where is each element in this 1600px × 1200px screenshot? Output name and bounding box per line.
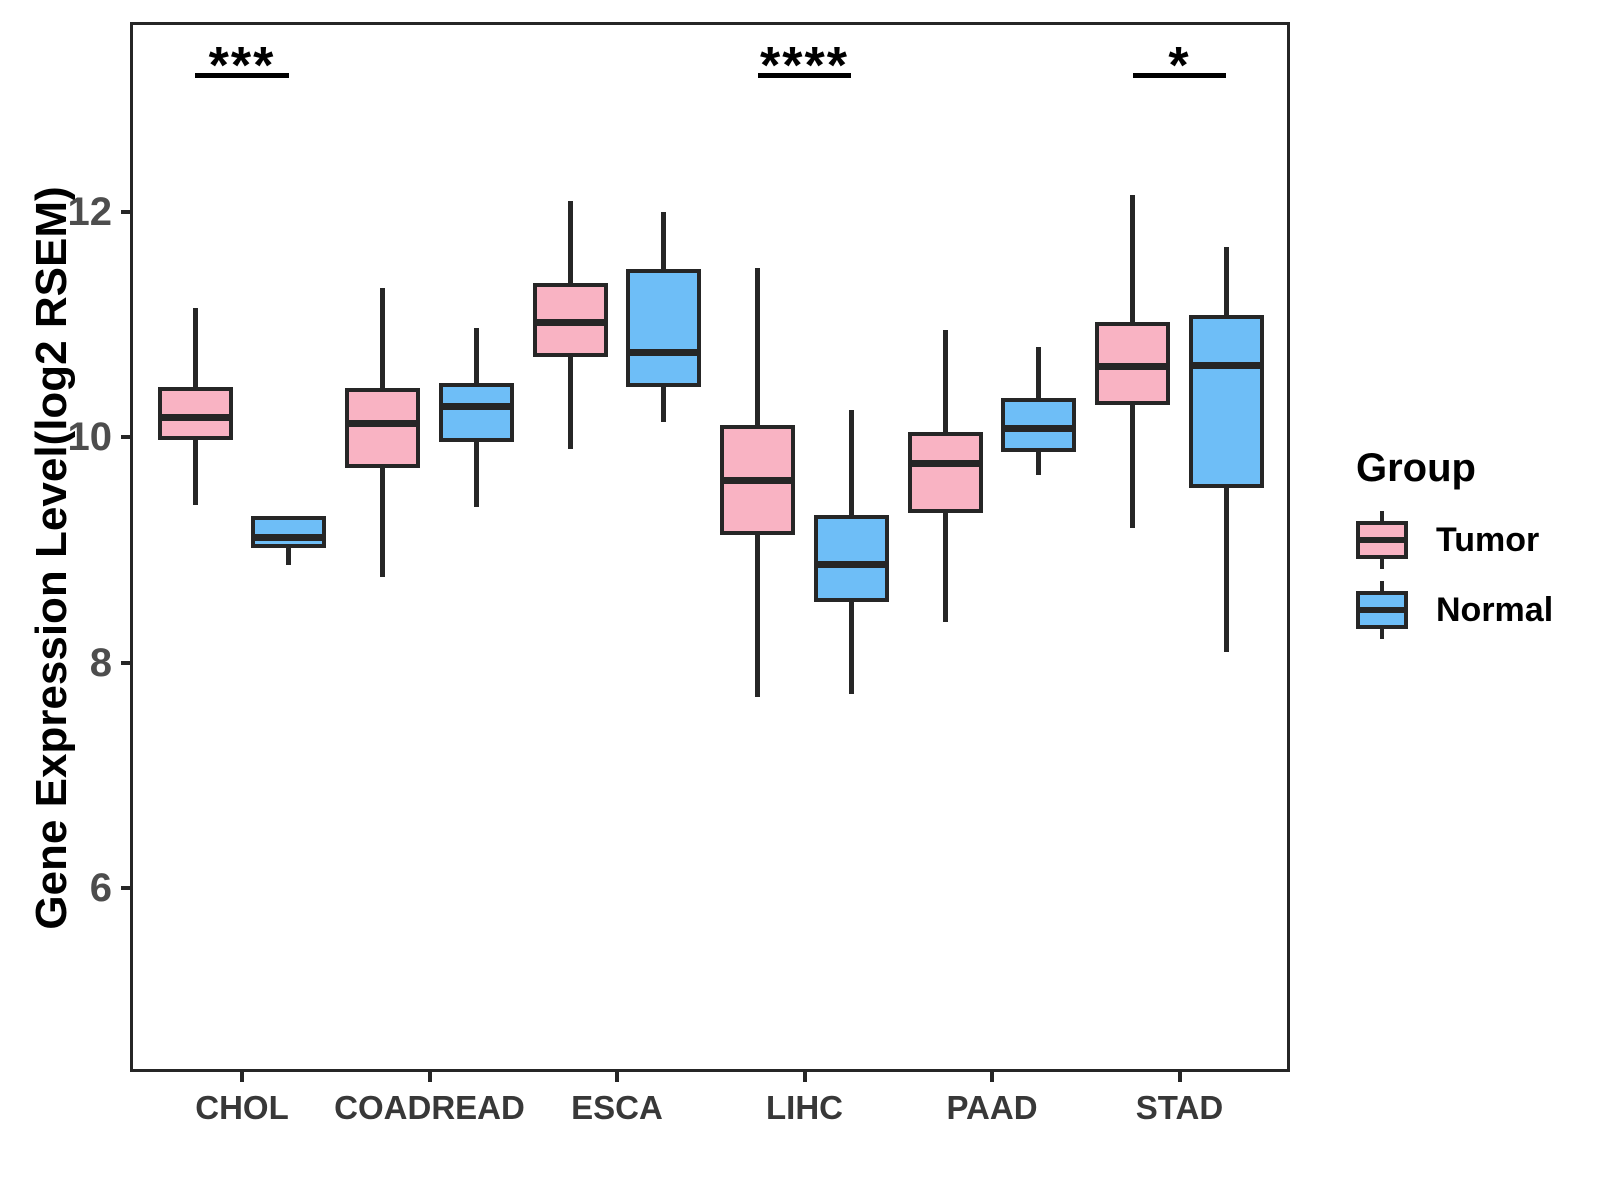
lower-whisker-chol-normal (286, 547, 292, 565)
upper-whisker-lihc-tumor (755, 268, 761, 425)
x-tick-mark-chol (240, 1072, 244, 1082)
median-stad-normal (1192, 361, 1260, 369)
y-tick-mark-12 (121, 210, 130, 214)
upper-whisker-stad-normal (1223, 246, 1229, 315)
lower-whisker-paad-tumor (942, 512, 948, 623)
x-tick-mark-lihc (802, 1072, 807, 1082)
lower-whisker-paad-normal (1036, 452, 1042, 475)
x-tick-label-chol: CHOL (195, 1089, 289, 1126)
x-tick-label-esca: ESCA (571, 1089, 663, 1126)
significance-label-chol: *** (208, 37, 276, 95)
y-tick-mark-10 (121, 435, 130, 440)
lower-whisker-lihc-tumor (755, 535, 761, 697)
significance-bar-lihc (757, 73, 852, 78)
box-chol-normal (251, 516, 327, 548)
y-tick-label-10: 10 (67, 415, 113, 460)
x-tick-label-paad: PAAD (946, 1089, 1038, 1126)
box-esca-normal (626, 269, 702, 387)
median-paad-tumor (911, 459, 979, 467)
upper-whisker-lihc-normal (848, 410, 854, 516)
median-chol-tumor (161, 413, 229, 421)
x-tick-label-coadread: COADREAD (334, 1089, 525, 1126)
y-tick-mark-6 (121, 886, 130, 891)
median-stad-tumor (1099, 362, 1167, 370)
tumor-boxplot-key-icon (1356, 509, 1408, 571)
lower-whisker-stad-tumor (1130, 404, 1136, 528)
x-tick-label-stad: STAD (1135, 1089, 1224, 1126)
significance-bar-chol (195, 73, 289, 78)
y-tick-label-12: 12 (67, 190, 113, 234)
key-median (1360, 537, 1404, 543)
lower-whisker-esca-normal (661, 386, 667, 422)
median-chol-normal (255, 534, 323, 542)
median-coadread-normal (442, 403, 510, 411)
x-tick-mark-paad (990, 1072, 994, 1082)
legend-item-tumor: Tumor (1356, 508, 1539, 572)
y-tick-label-8: 8 (89, 640, 112, 685)
lower-whisker-coadread-tumor (380, 467, 386, 578)
upper-whisker-paad-tumor (942, 330, 948, 432)
median-paad-normal (1005, 424, 1073, 432)
legend-item-normal: Normal (1356, 578, 1553, 642)
x-tick-mark-esca (615, 1072, 619, 1082)
upper-whisker-esca-tumor (567, 200, 573, 283)
legend-label-normal: Normal (1436, 590, 1554, 629)
median-lihc-tumor (724, 476, 792, 484)
key-median (1360, 607, 1404, 613)
x-tick-mark-coadread (427, 1072, 432, 1082)
upper-whisker-paad-normal (1036, 347, 1042, 398)
median-esca-tumor (536, 318, 604, 326)
lower-whisker-esca-tumor (567, 357, 573, 449)
lower-whisker-chol-tumor (192, 439, 198, 506)
box-coadread-normal (438, 383, 514, 442)
median-coadread-tumor (349, 420, 417, 428)
box-coadread-tumor (345, 387, 421, 468)
normal-boxplot-key-icon (1356, 579, 1408, 641)
significance-bar-stad (1132, 73, 1227, 78)
upper-whisker-coadread-tumor (380, 287, 386, 388)
box-chol-tumor (157, 386, 233, 440)
significance-label-lihc: **** (760, 37, 849, 95)
legend-label-tumor: Tumor (1436, 520, 1540, 559)
median-lihc-normal (817, 561, 885, 569)
upper-whisker-coadread-normal (473, 328, 479, 384)
lower-whisker-coadread-normal (473, 441, 479, 508)
box-lihc-normal (813, 515, 889, 602)
lower-whisker-lihc-normal (848, 601, 854, 695)
y-axis-title: Gene Expression Level(log2 RSEM) (27, 186, 76, 930)
y-tick-mark-8 (121, 660, 130, 665)
legend: Group Tumor Normal (1330, 440, 1590, 680)
y-tick-label-6: 6 (89, 866, 112, 911)
upper-whisker-stad-tumor (1130, 195, 1136, 323)
x-tick-label-lihc: LIHC (766, 1089, 843, 1126)
legend-title: Group (1356, 446, 1476, 490)
upper-whisker-chol-tumor (192, 307, 198, 387)
box-stad-normal (1188, 314, 1264, 489)
x-tick-mark-stad (1177, 1072, 1182, 1082)
box-paad-tumor (907, 431, 983, 513)
plot-area: *** **** * (130, 22, 1290, 1072)
upper-whisker-esca-normal (661, 212, 667, 270)
significance-label-stad: * (1168, 37, 1191, 95)
lower-whisker-stad-normal (1223, 488, 1229, 652)
median-esca-normal (630, 349, 698, 357)
